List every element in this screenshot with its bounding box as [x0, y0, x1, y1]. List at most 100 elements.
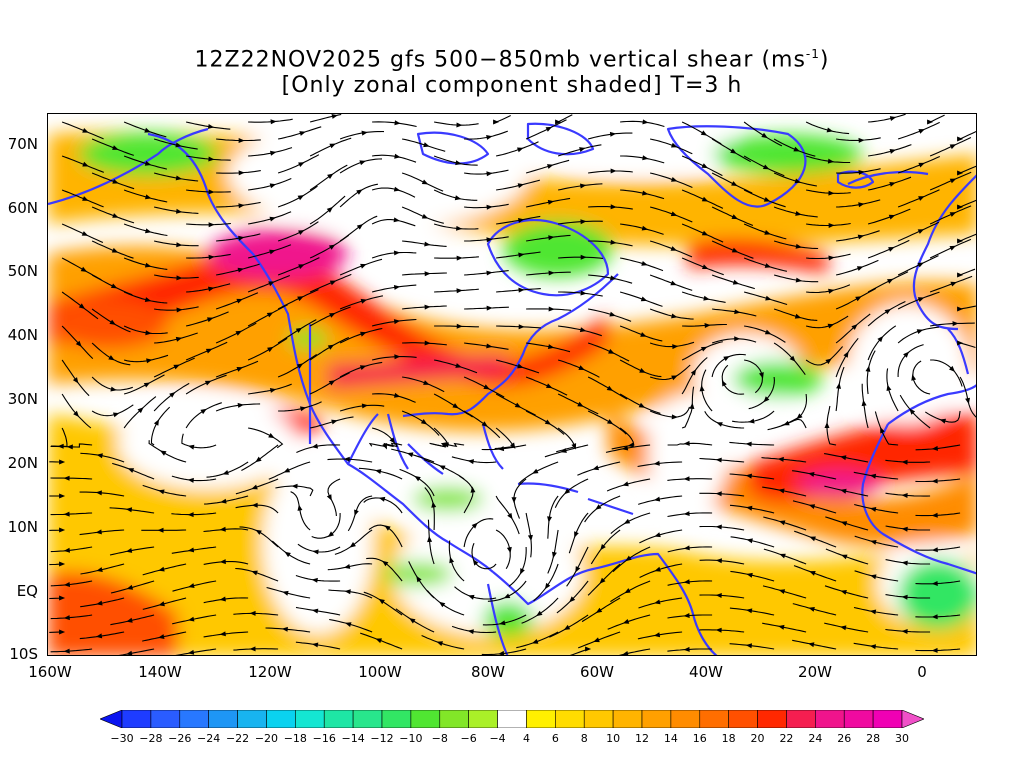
streamline — [496, 251, 541, 259]
streamline-arrow — [270, 150, 277, 156]
streamline-arrow — [378, 496, 386, 502]
streamline — [620, 155, 665, 164]
streamline — [496, 179, 540, 191]
streamline — [667, 546, 713, 553]
streamline-arrow — [187, 649, 195, 655]
streamline — [248, 147, 293, 157]
streamline-arrow — [580, 183, 587, 189]
streamline-arrow — [219, 596, 226, 602]
streamline-arrow — [670, 246, 677, 251]
streamline — [712, 308, 757, 317]
streamline-arrow — [207, 124, 215, 129]
colorbar-bin — [757, 710, 787, 728]
streamline-arrow — [486, 204, 493, 210]
streamline-arrow — [281, 626, 288, 632]
streamline — [929, 322, 975, 327]
colorbar-bin — [352, 710, 383, 728]
colorbar-bin — [872, 710, 903, 728]
streamline-arrow — [746, 572, 753, 578]
streamline — [557, 393, 599, 415]
streamline — [368, 524, 403, 548]
streamline-arrow — [269, 183, 277, 189]
streamline-arrow — [715, 524, 722, 530]
streamline — [464, 169, 509, 175]
streamline-arrow — [517, 147, 524, 153]
streamline-arrow — [312, 549, 319, 555]
streamline-arrow — [574, 531, 579, 538]
streamline — [682, 323, 727, 327]
streamline-arrow — [748, 418, 755, 424]
streamline-arrow — [939, 418, 946, 424]
streamline-arrow — [639, 368, 646, 373]
streamline-arrow — [72, 377, 79, 384]
streamline-arrow — [284, 551, 291, 558]
streamline-arrow — [957, 272, 964, 278]
streamline-arrow — [158, 634, 165, 639]
streamline-arrow — [298, 230, 305, 235]
streamline-arrow — [144, 127, 151, 133]
streamline — [649, 406, 691, 418]
streamline-arrow — [564, 488, 571, 495]
streamline-arrow — [828, 288, 835, 294]
streamline-arrow — [745, 441, 752, 447]
streamline-arrow — [468, 594, 475, 600]
streamline — [762, 486, 807, 497]
streamline — [123, 354, 169, 363]
colorbar-tick-label: 18 — [721, 732, 736, 745]
streamline — [525, 410, 565, 435]
streamline-arrow — [486, 135, 493, 140]
streamline — [959, 342, 976, 349]
colorbar-tick-label: 24 — [808, 732, 823, 745]
streamline — [185, 402, 222, 429]
streamline — [587, 563, 621, 596]
streamline — [423, 459, 465, 480]
streamline — [142, 631, 187, 642]
streamline-arrow — [745, 643, 752, 649]
streamline-arrow — [531, 639, 539, 644]
colorbar-bin — [208, 710, 238, 728]
colorbar-tick-label: 22 — [779, 732, 794, 745]
streamline — [402, 272, 447, 276]
streamline — [558, 325, 602, 337]
streamline-arrow — [952, 321, 959, 327]
streamline-arrow — [326, 206, 333, 213]
lat-label: 30N — [7, 390, 38, 408]
streamline-arrow — [255, 456, 262, 463]
streamline — [638, 597, 683, 609]
streamline-arrow — [471, 522, 478, 529]
streamline-arrow — [297, 504, 303, 511]
streamline — [339, 183, 379, 208]
streamline-arrow — [701, 196, 709, 202]
streamline — [959, 165, 976, 174]
streamline — [61, 291, 99, 320]
streamline-arrow — [295, 327, 303, 333]
streamline-arrow — [957, 170, 964, 176]
streamline — [203, 597, 249, 604]
streamline-arrow — [716, 422, 723, 427]
streamline — [328, 589, 373, 599]
streamline-arrow — [296, 363, 304, 369]
streamline-arrow — [238, 235, 245, 241]
streamline-arrow — [431, 501, 437, 508]
streamline-arrow — [702, 264, 709, 269]
streamline-arrow — [828, 255, 835, 261]
streamline-arrow — [609, 311, 616, 317]
streamline — [185, 341, 228, 361]
streamline — [835, 287, 877, 310]
streamline-arrow — [654, 566, 661, 572]
streamline-arrow — [467, 459, 474, 465]
streamline-arrow — [957, 238, 964, 244]
streamline-arrow — [671, 375, 678, 381]
colorbar-tick-label: −12 — [370, 732, 394, 745]
streamline — [557, 183, 603, 191]
streamline — [339, 130, 385, 140]
streamline — [79, 491, 125, 497]
streamline — [929, 171, 972, 191]
streamline-arrow — [518, 287, 525, 293]
streamline-arrow — [610, 168, 617, 174]
streamline-arrow — [869, 609, 877, 615]
streamline — [513, 478, 527, 519]
streamline — [216, 138, 261, 142]
streamline — [854, 503, 899, 514]
streamline — [763, 516, 807, 531]
